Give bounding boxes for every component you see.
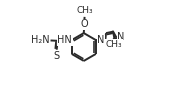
- Text: O: O: [80, 19, 88, 29]
- Text: HN: HN: [57, 35, 72, 45]
- Text: N: N: [97, 35, 105, 45]
- Text: H₂N: H₂N: [31, 35, 49, 45]
- Text: CH₃: CH₃: [106, 40, 122, 49]
- Text: S: S: [54, 51, 60, 61]
- Text: CH₃: CH₃: [76, 6, 93, 15]
- Text: N: N: [117, 32, 125, 42]
